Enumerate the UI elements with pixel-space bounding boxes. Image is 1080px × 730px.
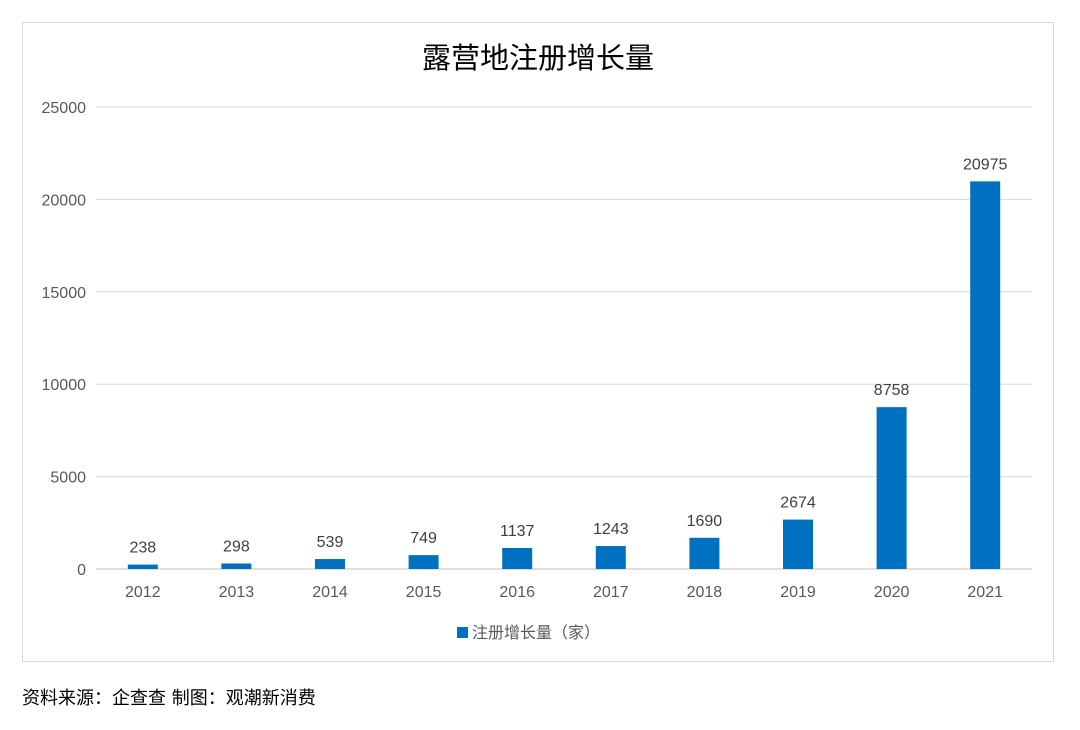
legend-swatch bbox=[457, 627, 468, 638]
chart-frame bbox=[22, 22, 1054, 662]
y-tick-label: 10000 bbox=[42, 377, 87, 394]
x-tick-label: 2013 bbox=[219, 584, 255, 601]
x-tick-label: 2012 bbox=[125, 584, 161, 601]
source-footer: 资料来源：企查查 制图：观潮新消费 bbox=[22, 688, 316, 709]
x-tick-label: 2017 bbox=[593, 584, 629, 601]
bar bbox=[502, 547, 533, 569]
bar bbox=[689, 537, 720, 569]
data-label: 238 bbox=[129, 540, 156, 557]
y-tick-label: 25000 bbox=[42, 100, 87, 117]
bar bbox=[408, 555, 439, 569]
y-tick-label: 15000 bbox=[42, 285, 87, 302]
data-label: 749 bbox=[410, 530, 437, 547]
data-label: 298 bbox=[223, 538, 250, 555]
x-tick-label: 2015 bbox=[406, 584, 442, 601]
bar bbox=[876, 407, 907, 569]
data-label: 1243 bbox=[593, 521, 629, 538]
y-tick-label: 0 bbox=[77, 562, 86, 579]
x-tick-label: 2014 bbox=[312, 584, 348, 601]
data-label: 20975 bbox=[963, 156, 1008, 173]
y-tick-label: 20000 bbox=[42, 192, 87, 209]
data-label: 8758 bbox=[874, 382, 910, 399]
x-tick-label: 2018 bbox=[687, 584, 723, 601]
bar bbox=[221, 563, 252, 569]
x-tick-label: 2020 bbox=[874, 584, 910, 601]
data-label: 1137 bbox=[500, 523, 535, 540]
bar bbox=[127, 564, 158, 569]
y-tick-label: 5000 bbox=[50, 470, 86, 487]
legend-label: 注册增长量（家） bbox=[472, 623, 600, 642]
bar bbox=[315, 559, 345, 569]
data-label: 1690 bbox=[687, 513, 723, 530]
chart-title: 露营地注册增长量 bbox=[422, 41, 654, 75]
data-label: 539 bbox=[317, 534, 344, 551]
bar-chart: 露营地注册增长量 0 5000 10000 15000 20000 25000 238 2012… bbox=[42, 41, 1032, 642]
data-label: 2674 bbox=[780, 495, 816, 512]
bar bbox=[595, 546, 626, 569]
x-tick-label: 2021 bbox=[967, 584, 1003, 601]
bar bbox=[970, 181, 1001, 569]
x-tick-label: 2019 bbox=[780, 584, 816, 601]
x-tick-label: 2016 bbox=[499, 584, 535, 601]
bar bbox=[783, 519, 813, 569]
